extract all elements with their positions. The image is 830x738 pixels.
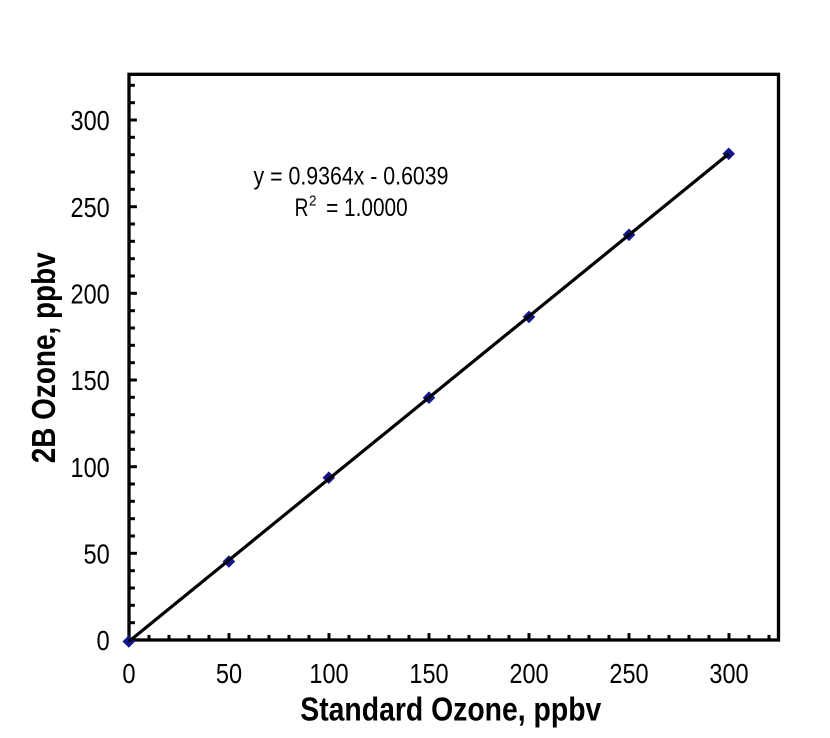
svg-text:0: 0	[122, 658, 135, 689]
svg-text:150: 150	[71, 365, 110, 396]
svg-text:300: 300	[71, 105, 110, 136]
svg-text:100: 100	[309, 658, 348, 689]
svg-text:50: 50	[84, 539, 110, 570]
svg-text:50: 50	[216, 658, 242, 689]
svg-text:300: 300	[709, 658, 748, 689]
svg-text:2B Ozone, ppbv: 2B Ozone, ppbv	[26, 252, 63, 463]
svg-text:y = 0.9364x - 0.6039: y = 0.9364x - 0.6039	[254, 163, 449, 191]
svg-text:100: 100	[71, 452, 110, 483]
svg-text:250: 250	[71, 192, 110, 223]
svg-text:150: 150	[409, 658, 448, 689]
svg-text:200: 200	[71, 279, 110, 310]
svg-text:R: R	[295, 194, 309, 222]
svg-text:= 1.0000: = 1.0000	[326, 194, 408, 222]
svg-text:Standard Ozone, ppbv: Standard Ozone, ppbv	[300, 691, 601, 728]
svg-text:0: 0	[97, 625, 110, 656]
svg-text:200: 200	[509, 658, 548, 689]
svg-text:2: 2	[309, 193, 317, 209]
svg-text:250: 250	[609, 658, 648, 689]
